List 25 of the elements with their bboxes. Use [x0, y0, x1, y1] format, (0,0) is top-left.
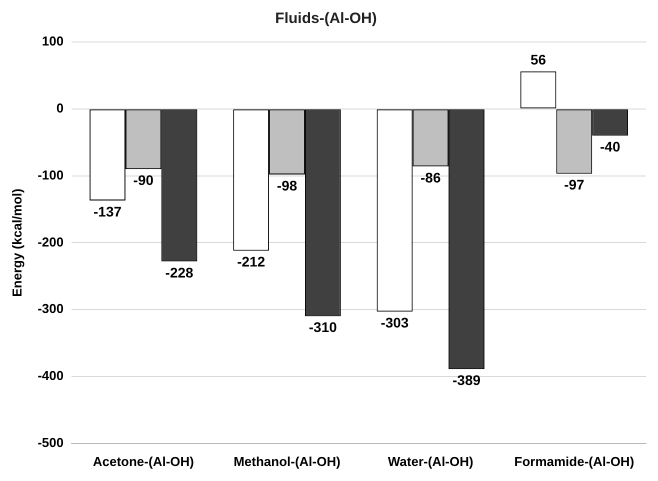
x-tick-label: Acetone-(Al-OH): [92, 454, 194, 469]
y-tick-label: -100: [38, 167, 64, 182]
y-axis-title: Energy (kcal/mol): [9, 188, 24, 297]
data-label: -86: [420, 169, 441, 186]
y-tick-label: -300: [38, 301, 64, 316]
data-label: -97: [564, 176, 585, 193]
x-tick-label: Methanol-(Al-OH): [234, 454, 340, 469]
chart-title: Fluids-(Al-OH): [275, 10, 377, 28]
data-label: -137: [94, 203, 122, 220]
y-tick-label: 100: [42, 34, 64, 49]
data-label: -98: [276, 177, 298, 194]
y-tick-label: -200: [38, 234, 64, 250]
data-label: -310: [308, 319, 338, 336]
x-tick-label: Water-(Al-OH): [388, 454, 474, 469]
y-tick-label: 0: [56, 100, 64, 116]
data-label: 56: [530, 51, 546, 68]
data-label: -40: [600, 138, 620, 155]
data-label: -228: [165, 264, 194, 280]
y-tick-label: -400: [38, 368, 64, 384]
data-label: -389: [452, 372, 481, 388]
y-tick-label: -500: [38, 434, 64, 450]
data-label: -90: [133, 172, 154, 188]
data-label: -212: [237, 254, 266, 270]
x-tick-label: Formamide-(Al-OH): [514, 454, 634, 469]
data-label: -303: [380, 314, 409, 330]
